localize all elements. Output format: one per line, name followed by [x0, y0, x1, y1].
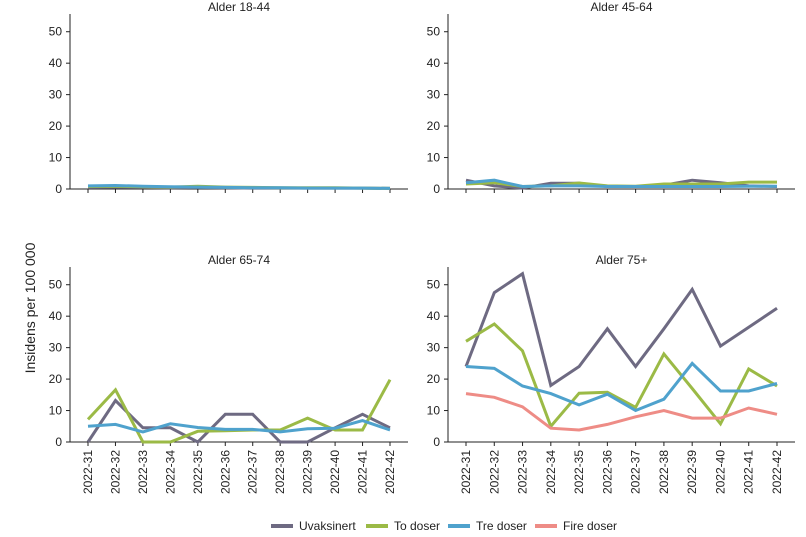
legend-label-fire-doser: Fire doser	[563, 519, 618, 533]
y-tick-label: 20	[49, 119, 63, 133]
y-tick-label: 40	[427, 309, 441, 323]
x-tick-label: 2022-42	[770, 450, 784, 494]
series-line-tre-doser	[465, 361, 778, 413]
x-tick-label: 2022-38	[273, 450, 287, 494]
y-tick-label: 0	[433, 435, 440, 449]
y-tick-label: 50	[49, 25, 63, 39]
panel-title: Alder 45-64	[590, 0, 652, 14]
panel-alder-18-44: Alder 18-44 0 10 20 30 40 50	[49, 0, 408, 196]
y-tick-label: 40	[427, 56, 441, 70]
y-tick-label: 30	[427, 341, 441, 355]
x-tick-label: 2022-34	[544, 450, 558, 494]
y-tick-label: 40	[49, 309, 63, 323]
y-tick-label: 0	[55, 435, 62, 449]
series-line-to-doser	[465, 322, 778, 430]
y-tick-label: 0	[433, 182, 440, 196]
faceted-line-chart: Alder 18-44 0 10 20 30 40 50 Alder 45-64 0 10 20 30…	[49, 0, 795, 494]
y-tick-label: 50	[427, 25, 441, 39]
x-tick-label: 2022-41	[742, 450, 756, 494]
legend-label-tre-doser: Tre doser	[476, 519, 527, 533]
x-tick-label: 2022-41	[356, 450, 370, 494]
x-tick-label: 2022-31	[81, 450, 95, 494]
series-line-to-doser	[86, 378, 392, 444]
y-tick-label: 30	[49, 88, 63, 102]
y-tick-label: 50	[49, 278, 63, 292]
legend-item-uvaksinert: Uvaksinert	[271, 516, 356, 536]
series-line-fire-doser	[465, 392, 778, 432]
series-line-tre-doser	[87, 419, 391, 434]
x-tick-label: 2022-40	[328, 450, 342, 494]
series-line-tre-doser	[465, 178, 777, 189]
legend-swatch-fire-doser	[535, 524, 557, 528]
legend-item-fire-doser: Fire doser	[535, 516, 617, 536]
x-tick-label: 2022-32	[108, 450, 122, 494]
x-tick-label: 2022-39	[685, 450, 699, 494]
legend: Uvaksinert To doser Tre doser Fire doser	[0, 516, 806, 536]
x-tick-label: 2022-33	[516, 450, 530, 494]
x-tick-label: 2022-42	[383, 450, 397, 494]
x-tick-label: 2022-37	[246, 450, 260, 494]
x-tick-label: 2022-33	[136, 450, 150, 494]
x-tick-label: 2022-35	[572, 450, 586, 494]
panel-alder-65-74: Alder 65-74 0 10 20 30 40 50 2022-31 2022-32 2022…	[49, 253, 408, 494]
legend-swatch-uvaksinert	[271, 524, 293, 528]
x-tick-label: 2022-36	[218, 450, 232, 494]
y-tick-label: 40	[49, 56, 63, 70]
y-axis-label: Insidens per 100 000	[22, 242, 38, 374]
x-tick-label: 2022-32	[487, 450, 501, 494]
panel-alder-75: Alder 75+ 0 10 20 30 40 50 2022-31 2022-32 2022-3…	[427, 253, 795, 494]
panel-alder-45-64: Alder 45-64 0 10 20 30 40 50	[427, 0, 795, 196]
y-tick-label: 0	[55, 182, 62, 196]
y-tick-label: 20	[427, 372, 441, 386]
y-tick-label: 10	[49, 404, 63, 418]
legend-label-to-doser: To doser	[394, 519, 441, 533]
y-tick-label: 50	[427, 278, 441, 292]
y-tick-label: 10	[49, 151, 63, 165]
x-tick-label: 2022-37	[629, 450, 643, 494]
y-tick-label: 10	[427, 404, 441, 418]
legend-label-uvaksinert: Uvaksinert	[299, 519, 356, 533]
x-tick-label: 2022-35	[191, 450, 205, 494]
y-tick-label: 30	[49, 341, 63, 355]
y-tick-label: 30	[427, 88, 441, 102]
series-line-uvaksinert	[464, 271, 778, 388]
legend-item-tre-doser: Tre doser	[448, 516, 527, 536]
panel-title: Alder 18-44	[208, 0, 270, 14]
legend-swatch-tre-doser	[448, 524, 470, 528]
panel-title: Alder 65-74	[208, 253, 270, 267]
legend-swatch-to-doser	[366, 524, 388, 528]
y-tick-label: 20	[427, 119, 441, 133]
x-tick-label: 2022-38	[657, 450, 671, 494]
legend-item-to-doser: To doser	[366, 516, 440, 536]
y-tick-label: 20	[49, 372, 63, 386]
y-tick-label: 10	[427, 151, 441, 165]
x-tick-label: 2022-36	[600, 450, 614, 494]
x-tick-label: 2022-31	[459, 450, 473, 494]
x-tick-label: 2022-40	[713, 450, 727, 494]
series-line-tre-doser	[87, 183, 391, 190]
panel-title: Alder 75+	[596, 253, 648, 267]
x-tick-label: 2022-34	[163, 450, 177, 494]
x-tick-label: 2022-39	[301, 450, 315, 494]
